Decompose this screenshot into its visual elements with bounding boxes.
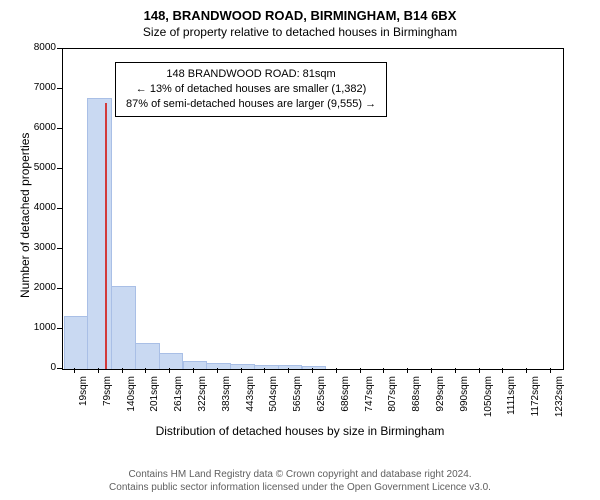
info-box: 148 BRANDWOOD ROAD: 81sqm ← 13% of detac… [115, 62, 387, 117]
x-tick-label: 565sqm [292, 376, 303, 426]
y-tick-label: 0 [22, 362, 56, 373]
x-tick-label: 990sqm [459, 376, 470, 426]
info-box-line1: 148 BRANDWOOD ROAD: 81sqm [126, 67, 376, 82]
x-tick-mark [479, 368, 480, 373]
x-tick-label: 929sqm [435, 376, 446, 426]
histogram-bar [302, 366, 327, 369]
y-tick-label: 1000 [22, 322, 56, 333]
x-tick-label: 625sqm [316, 376, 327, 426]
page-subtitle: Size of property relative to detached ho… [0, 23, 600, 39]
x-tick-mark [169, 368, 170, 373]
x-tick-mark [502, 368, 503, 373]
x-tick-mark [360, 368, 361, 373]
footer: Contains HM Land Registry data © Crown c… [0, 468, 600, 494]
x-tick-mark [526, 368, 527, 373]
x-tick-label: 686sqm [340, 376, 351, 426]
x-tick-mark [407, 368, 408, 373]
histogram-bar [183, 361, 208, 369]
y-tick-label: 3000 [22, 242, 56, 253]
info-box-line3: 87% of semi-detached houses are larger (… [126, 97, 376, 112]
x-tick-mark [264, 368, 265, 373]
x-tick-label: 201sqm [149, 376, 160, 426]
y-tick-mark [57, 48, 62, 49]
footer-line1: Contains HM Land Registry data © Crown c… [0, 468, 600, 481]
y-tick-label: 5000 [22, 162, 56, 173]
x-axis-label: Distribution of detached houses by size … [0, 424, 600, 438]
y-tick-label: 4000 [22, 202, 56, 213]
y-tick-mark [57, 328, 62, 329]
histogram-bar [230, 364, 255, 369]
x-tick-label: 1172sqm [530, 376, 541, 426]
x-tick-label: 807sqm [387, 376, 398, 426]
x-tick-label: 868sqm [411, 376, 422, 426]
y-tick-label: 7000 [22, 82, 56, 93]
x-tick-label: 1050sqm [483, 376, 494, 426]
y-tick-label: 6000 [22, 122, 56, 133]
histogram-bar [206, 363, 231, 369]
histogram-bar [254, 365, 279, 369]
x-tick-label: 261sqm [173, 376, 184, 426]
histogram-bar [87, 98, 112, 369]
histogram-bar [111, 286, 136, 369]
footer-line2: Contains public sector information licen… [0, 481, 600, 494]
x-tick-label: 19sqm [78, 376, 89, 426]
x-tick-mark [74, 368, 75, 373]
y-tick-mark [57, 88, 62, 89]
x-tick-label: 504sqm [268, 376, 279, 426]
x-tick-mark [241, 368, 242, 373]
histogram-bar [135, 343, 160, 369]
y-tick-mark [57, 368, 62, 369]
x-tick-label: 79sqm [102, 376, 113, 426]
x-tick-mark [550, 368, 551, 373]
x-tick-label: 443sqm [245, 376, 256, 426]
y-tick-mark [57, 288, 62, 289]
histogram-bar [64, 316, 89, 369]
x-tick-mark [455, 368, 456, 373]
y-tick-mark [57, 128, 62, 129]
histogram-bar [278, 365, 303, 369]
x-tick-label: 747sqm [364, 376, 375, 426]
x-tick-label: 1232sqm [554, 376, 565, 426]
x-tick-mark [98, 368, 99, 373]
x-tick-mark [122, 368, 123, 373]
y-tick-label: 2000 [22, 282, 56, 293]
histogram-bar [159, 353, 184, 369]
x-tick-mark [145, 368, 146, 373]
y-tick-label: 8000 [22, 42, 56, 53]
property-marker [105, 103, 107, 369]
x-tick-mark [288, 368, 289, 373]
page-title: 148, BRANDWOOD ROAD, BIRMINGHAM, B14 6BX [0, 0, 600, 23]
x-tick-label: 383sqm [221, 376, 232, 426]
info-box-line2: ← 13% of detached houses are smaller (1,… [126, 82, 376, 97]
x-tick-mark [312, 368, 313, 373]
y-tick-mark [57, 168, 62, 169]
x-tick-label: 322sqm [197, 376, 208, 426]
x-tick-label: 1111sqm [506, 376, 517, 426]
y-tick-mark [57, 248, 62, 249]
x-tick-mark [383, 368, 384, 373]
x-tick-mark [217, 368, 218, 373]
x-tick-mark [431, 368, 432, 373]
x-tick-mark [193, 368, 194, 373]
y-tick-mark [57, 208, 62, 209]
y-axis-label: Number of detached properties [18, 133, 32, 298]
x-tick-mark [336, 368, 337, 373]
x-tick-label: 140sqm [126, 376, 137, 426]
